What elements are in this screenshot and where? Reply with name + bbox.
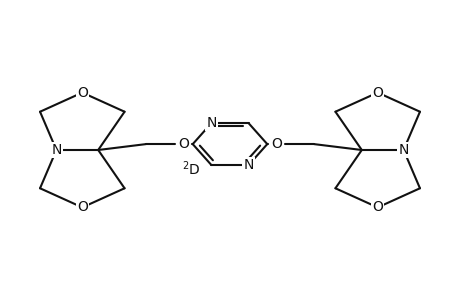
- Text: O: O: [178, 137, 189, 151]
- Text: N: N: [206, 116, 216, 130]
- Text: N: N: [243, 158, 253, 172]
- Text: O: O: [77, 200, 88, 214]
- Text: N: N: [397, 143, 408, 157]
- Text: O: O: [77, 85, 88, 100]
- Text: $^{2}$D: $^{2}$D: [181, 159, 200, 178]
- Text: N: N: [51, 143, 62, 157]
- Text: O: O: [371, 85, 382, 100]
- Text: O: O: [270, 137, 281, 151]
- Text: O: O: [371, 200, 382, 214]
